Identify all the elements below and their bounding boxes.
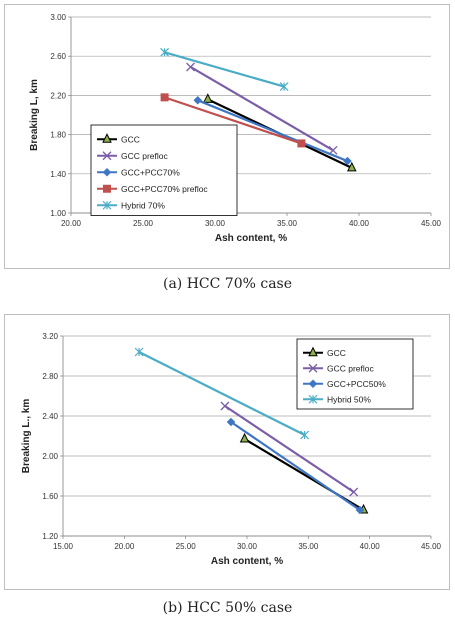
y-tick-label: 2.60 (50, 52, 66, 61)
series-Hybrid 50% (134, 347, 310, 440)
legend-marker (102, 151, 112, 161)
data-point (160, 93, 169, 102)
x-tick-label: 35.00 (298, 542, 319, 551)
y-axis-title: Breaking L., km (21, 399, 32, 474)
x-axis-title: Ash content, % (215, 233, 287, 244)
y-tick-label: 1.60 (42, 492, 58, 501)
y-tick-label: 3.00 (50, 13, 66, 22)
legend-item: GCC+PCC70% prefloc (97, 184, 208, 194)
chart-b: 1.20 1.60 2.00 2.40 2.80 3.20 15.00 20.00 25.00 3… (21, 332, 442, 567)
x-tick-label: 25.00 (133, 219, 154, 228)
y-tick-label: 2.20 (50, 91, 66, 100)
legend-item: Hybrid 70% (97, 200, 165, 210)
legend: GCC GCC prefloc GCC+PCC70% GCC+PCC70% prefl… (90, 124, 238, 216)
chart-a: 1.00 1.40 1.80 2.20 2.60 3.00 20.00 25.00 30.00 3… (29, 13, 442, 244)
x-tick-label: 40.00 (349, 219, 370, 228)
legend-marker (102, 167, 112, 177)
data-point (193, 95, 203, 105)
legend-label: GCC (121, 134, 140, 144)
y-axis-title: Breaking L, km (29, 79, 40, 151)
legend-label: Hybrid 70% (121, 200, 165, 210)
series-GCC prefloc (220, 401, 359, 497)
legend-item: GCC+PCC70% (97, 167, 180, 177)
data-point (160, 47, 170, 57)
y-tick-label: 1.00 (50, 209, 66, 218)
series-line (189, 66, 334, 152)
legend-label: GCC prefloc (327, 363, 375, 373)
data-point (300, 430, 310, 440)
legend-marker (103, 184, 111, 193)
legend-label: GCC+PCC70% prefloc (121, 184, 208, 194)
x-tick-label: 25.00 (176, 542, 197, 551)
series-GCC+PCC70% (193, 95, 352, 166)
legend-marker (102, 133, 112, 143)
x-tick-label: 15.00 (53, 542, 74, 551)
legend-label: GCC prefloc (121, 151, 169, 161)
legend-box (296, 338, 414, 410)
series-line (164, 51, 285, 88)
legend-item: GCC (303, 346, 346, 358)
legend-marker (308, 379, 318, 389)
y-tick-label: 1.20 (42, 532, 58, 541)
series-line (138, 351, 306, 436)
legend-marker (308, 394, 318, 404)
x-axis-title: Ash content, % (211, 556, 283, 567)
chart-panel-a: 1.00 1.40 1.80 2.20 2.60 3.00 20.00 25.00 30.00 3… (0, 0, 455, 300)
legend-marker (308, 363, 318, 373)
legend-item: GCC+PCC50% (303, 379, 386, 389)
series-line (224, 405, 355, 493)
x-tick-label: 40.00 (360, 542, 381, 551)
data-point (349, 487, 359, 497)
series-GCC prefloc (186, 62, 338, 155)
legend-label: GCC+PCC50% (327, 379, 386, 389)
y-tick-label: 1.80 (50, 131, 66, 140)
legend-item: GCC prefloc (97, 151, 169, 161)
data-point (297, 139, 306, 148)
legend-item: GCC prefloc (303, 363, 375, 373)
legend-marker (308, 346, 318, 357)
x-tick-label: 35.00 (277, 219, 298, 228)
data-point (239, 432, 250, 443)
x-tick-label: 30.00 (237, 542, 258, 551)
data-point (186, 62, 195, 72)
y-tick-label: 2.80 (42, 372, 58, 381)
caption-a: (a) HCC 70% case (162, 276, 293, 292)
caption-b: (b) HCC 50% case (162, 600, 293, 616)
series-line (230, 421, 361, 511)
data-point (202, 93, 213, 103)
legend-item: Hybrid 50% (303, 394, 371, 404)
legend: GCC GCC prefloc GCC+PCC50% Hybrid 50% (296, 338, 414, 410)
series-line (197, 99, 348, 163)
series-GCC+PCC50% (226, 417, 365, 515)
y-tick-label: 2.40 (42, 412, 58, 421)
data-point (355, 505, 365, 515)
series-line (164, 96, 302, 145)
y-tick-label: 2.00 (42, 452, 58, 461)
data-point (134, 347, 144, 357)
y-tick-label: 3.20 (42, 332, 58, 341)
x-tick-label: 20.00 (114, 542, 135, 551)
legend-label: Hybrid 50% (327, 394, 371, 404)
x-tick-label: 30.00 (205, 219, 226, 228)
legend-label: GCC (327, 348, 346, 358)
data-point (328, 145, 338, 155)
data-point (343, 156, 352, 166)
legend-label: GCC+PCC70% (121, 167, 180, 177)
x-tick-label: 45.00 (421, 219, 442, 228)
chart-frame-b: 1.20 1.60 2.00 2.40 2.80 3.20 15.00 20.00 25.00 3… (4, 314, 450, 590)
x-tick-label: 20.00 (61, 219, 82, 228)
x-tick-label: 45.00 (421, 542, 442, 551)
legend-marker (102, 200, 112, 210)
series-Hybrid 70% (160, 47, 289, 92)
legend-item: GCC (97, 133, 140, 144)
data-point (346, 161, 357, 172)
y-tick-label: 1.40 (50, 170, 66, 179)
data-point (226, 417, 236, 427)
chart-panel-b: 1.20 1.60 2.00 2.40 2.80 3.20 15.00 20.00 25.00 3… (0, 310, 455, 626)
data-point (279, 82, 289, 92)
chart-frame-a: 1.00 1.40 1.80 2.20 2.60 3.00 20.00 25.00 30.00 3… (4, 4, 450, 269)
series-GCC+PCC70% prefloc (160, 93, 306, 148)
data-point (220, 401, 230, 411)
